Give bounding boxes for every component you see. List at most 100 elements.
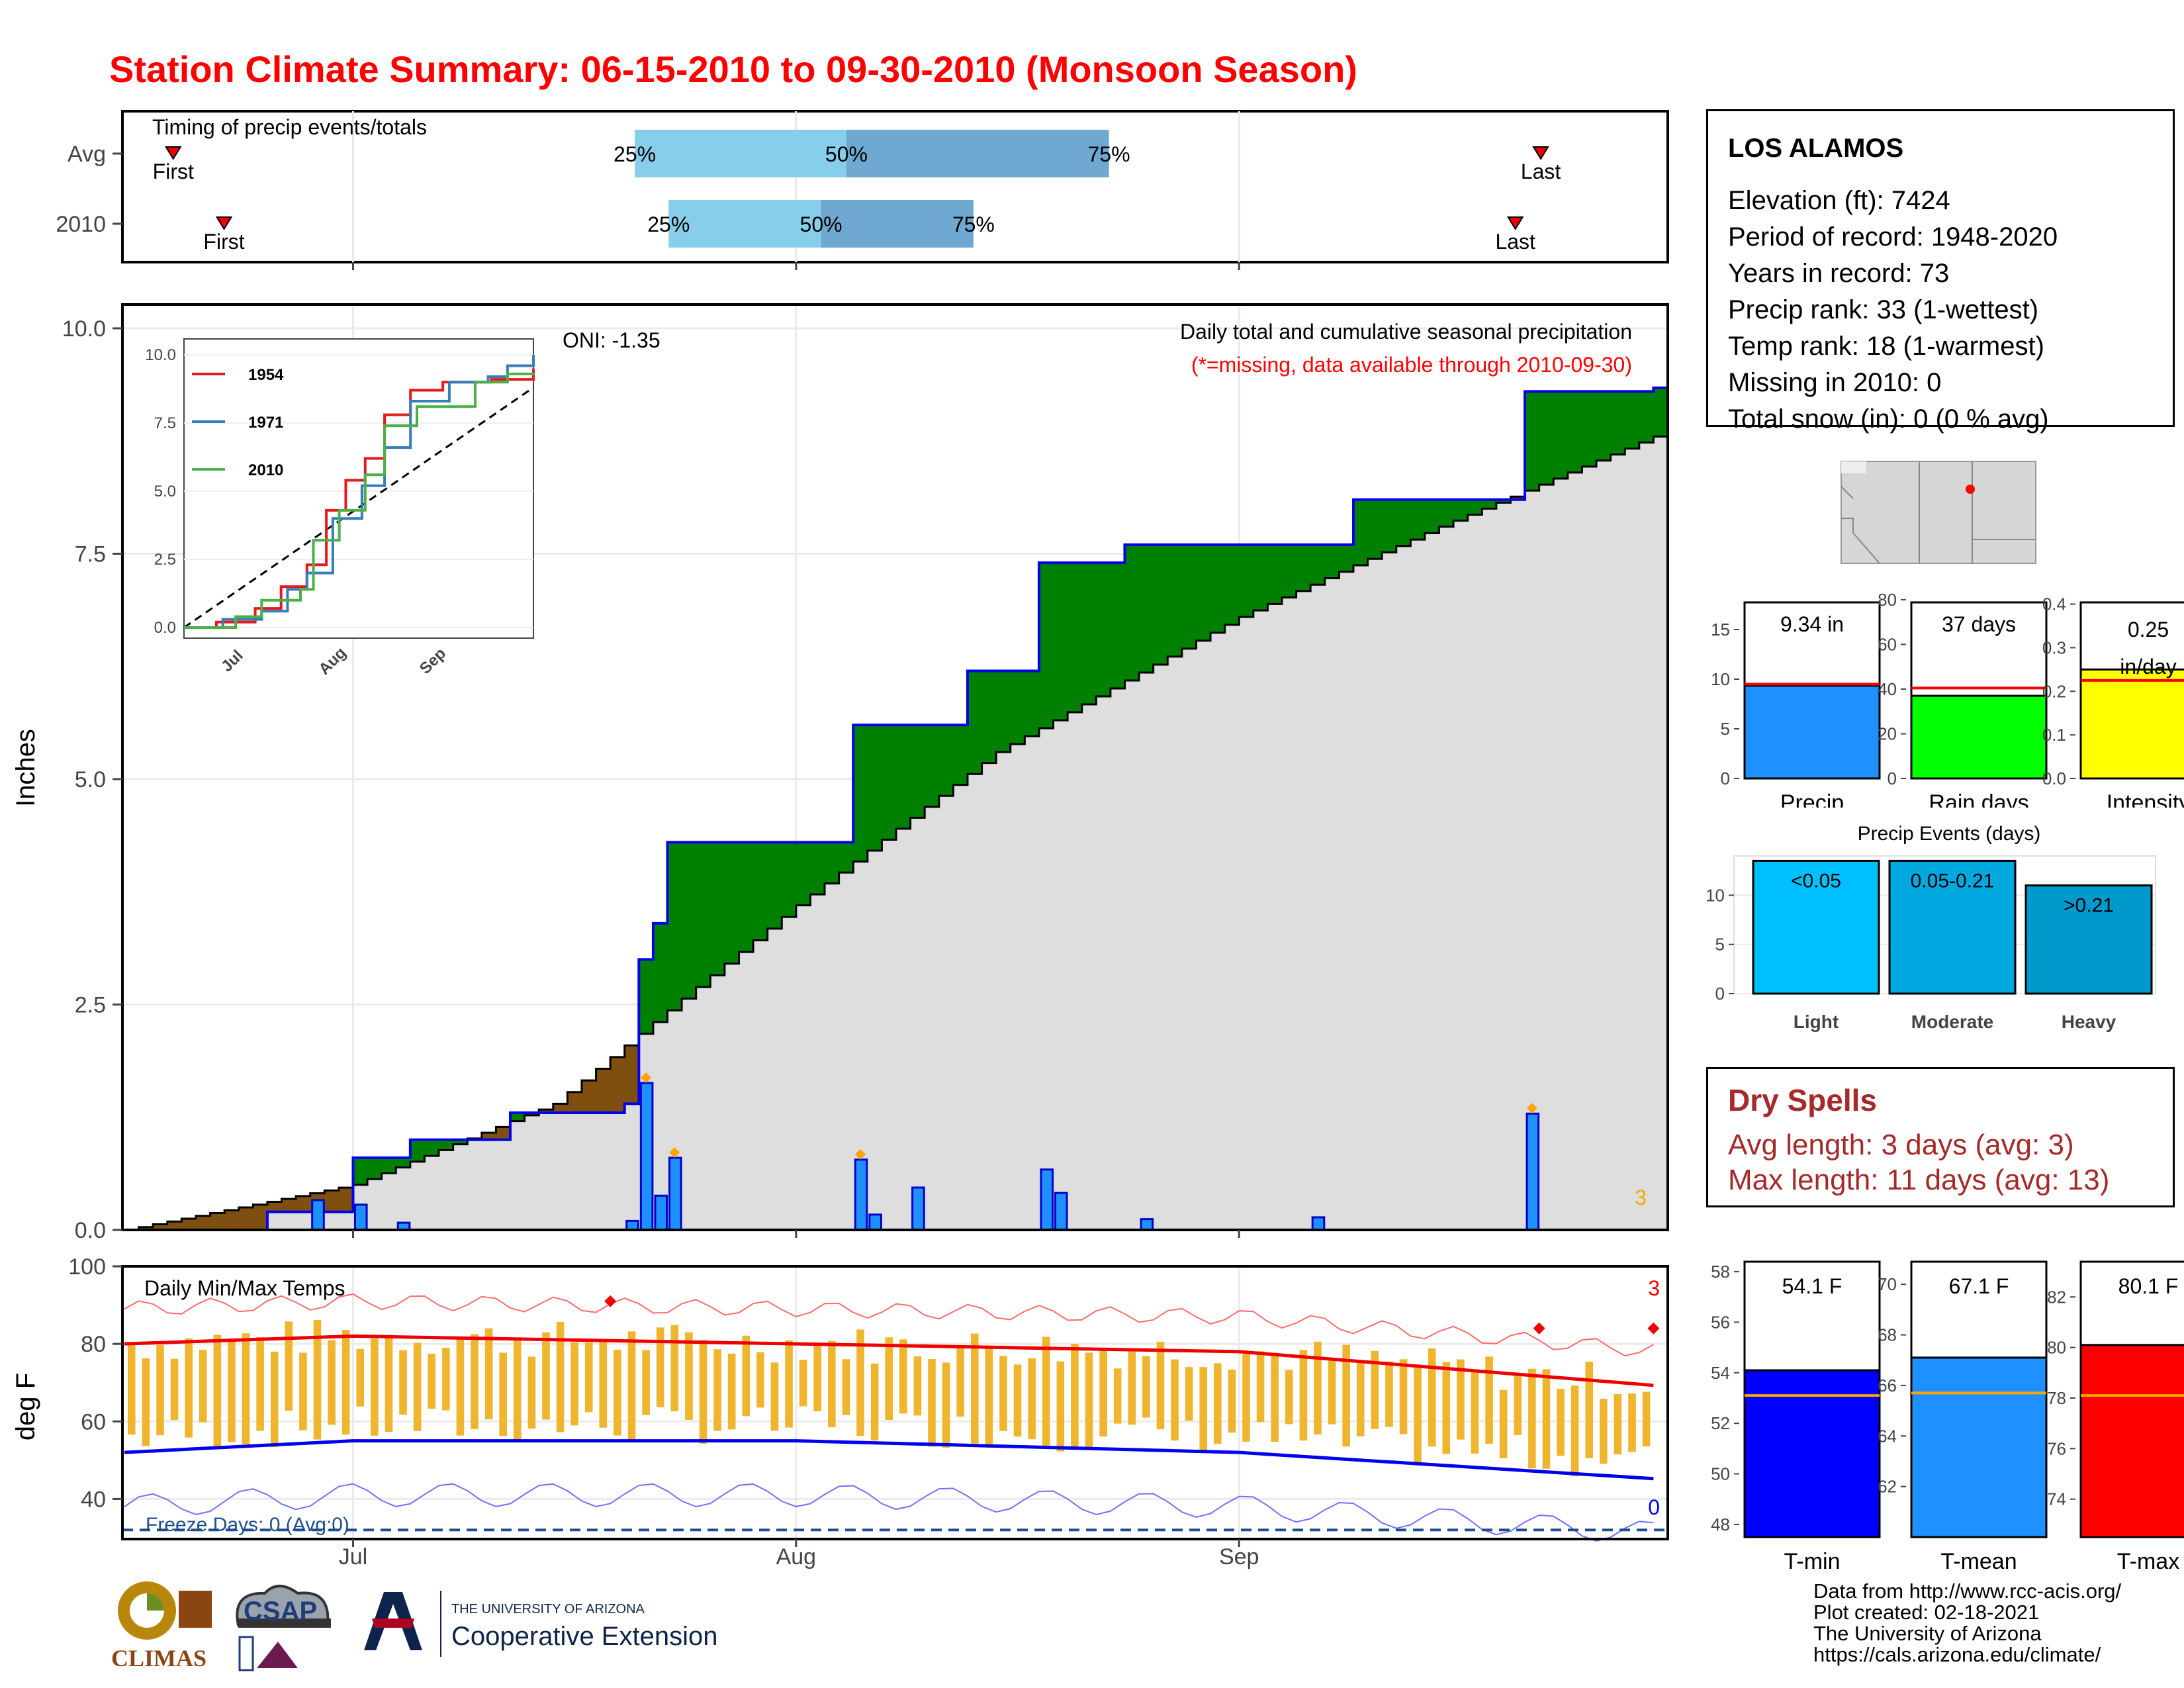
temp-summary-bars: 48 50 52 54 56 58 T-min 54.1 F 62 64 66 68 70 T-mean 6…: [1711, 1259, 2184, 1574]
map-region: [1841, 461, 1866, 473]
daily-temp-bar: [913, 1356, 922, 1416]
surplus-fill: [367, 1158, 383, 1180]
daily-temp-bar: [1128, 1351, 1136, 1425]
timing-last-marker: [1532, 146, 1549, 160]
summary_bars-y-tick-label: 5: [1721, 719, 1730, 739]
events-bar: [2025, 884, 2153, 995]
station-period: Period of record: 1948-2020: [1728, 222, 2058, 252]
daily-temp-bar: [428, 1353, 436, 1409]
temp_bars-y-tick-label: 54: [1711, 1363, 1730, 1383]
dry-spells-max: Max length: 11 days (avg: 13): [1728, 1164, 2110, 1196]
timing-row-label: Avg: [68, 142, 106, 167]
climas-emblem-leaf: [147, 1593, 164, 1611]
deficit-fill: [596, 1068, 611, 1113]
summary_bars-y-tick-label: 0: [1888, 769, 1897, 788]
station-location-marker: [1966, 485, 1975, 494]
daily-temp-bar: [456, 1338, 465, 1436]
temp-summary-value-label: 54.1 F: [1782, 1274, 1843, 1298]
x-tick-label: Sep: [1219, 1544, 1259, 1570]
surplus-fill: [767, 842, 782, 929]
oni-label: ONI: -1.35: [563, 328, 660, 352]
surplus-fill: [410, 1139, 426, 1162]
temp-chart: 40 60 80 100 Jul Aug Sep deg F Daily Min/Max Tem…: [11, 1254, 1669, 1570]
surplus-fill: [1068, 563, 1083, 713]
csap-rain: [238, 1636, 254, 1671]
daily-temp-bar: [356, 1348, 365, 1407]
surplus-fill: [1525, 391, 1540, 491]
record-high-marker: [1533, 1322, 1545, 1335]
timing-chart: Timing of precip events/totals Avg 25% 50% 7…: [56, 110, 1669, 270]
temp-caption: Daily Min/Max Temps: [144, 1276, 345, 1300]
surplus-fill: [1053, 563, 1068, 721]
temp-plot-bg: [122, 1266, 1668, 1539]
surplus-fill: [381, 1158, 396, 1174]
temp_bars-bar: [1910, 1356, 2048, 1538]
surplus-fill: [1181, 544, 1197, 649]
events-bar-label: <0.05: [1791, 870, 1841, 892]
surplus-fill: [1153, 544, 1168, 665]
surplus-fill: [510, 1112, 525, 1121]
page-title: Station Climate Summary: 06-15-2010 to 0…: [109, 48, 1357, 90]
precip-y-tick-label: 7.5: [75, 542, 106, 567]
summary_bars-y-tick-label: 10: [1711, 669, 1730, 689]
station-temp-rank: Temp rank: 18 (1-warmest): [1728, 332, 2044, 361]
daily-temp-bar: [1299, 1350, 1308, 1441]
deficit-fill: [238, 1207, 253, 1230]
timing-q50-label: 50%: [800, 212, 842, 236]
surplus-fill: [1582, 391, 1597, 467]
events-category-label: Light: [1794, 1011, 1839, 1032]
daily-temp-bar: [627, 1331, 636, 1440]
events-y-tick-label: 5: [1715, 935, 1725, 955]
freeze-days-label: Freeze Days: 0 (Avg:0): [146, 1514, 349, 1536]
temp_bars-y-tick-label: 76: [2047, 1438, 2066, 1458]
surplus-fill: [1124, 544, 1140, 680]
surplus-fill: [1424, 499, 1440, 534]
daily-temp-bar: [842, 1359, 850, 1415]
timing-first-marker: [164, 146, 182, 160]
map-background: [1841, 461, 2036, 564]
surplus-fill: [739, 842, 754, 953]
summary_bars-bar: [1910, 694, 2048, 780]
record-max-line: [124, 1293, 1654, 1357]
deficit-fill: [267, 1201, 283, 1212]
surplus-fill: [953, 725, 968, 785]
surplus-fill: [810, 842, 825, 895]
temp-summary-value-label: 67.1 F: [1949, 1274, 2009, 1298]
daily-temp-bar: [1271, 1352, 1279, 1442]
footer-line-created: Plot created: 02-18-2021: [1813, 1601, 2040, 1624]
dry-spells-avg: Avg length: 3 days (avg: 3): [1728, 1129, 2074, 1161]
inset-series-line: [184, 372, 535, 629]
surplus-fill: [396, 1158, 411, 1168]
daily-temp-bar: [756, 1352, 764, 1408]
record-high-marker: [1647, 1322, 1660, 1335]
ua-logo: THE UNIVERSITY OF ARIZONA Cooperative Ex…: [364, 1591, 717, 1657]
daily-temp-bar: [142, 1358, 150, 1446]
inset-average-line: [183, 387, 534, 629]
surplus-fill: [796, 842, 811, 906]
timing-last-marker: [1506, 216, 1524, 230]
logos: CLIMAS CSAP THE UNIVERSITY OF ARIZONA Co…: [111, 1581, 717, 1671]
daily-precip-bar: [911, 1186, 925, 1231]
deficit-fill: [195, 1215, 211, 1230]
temp_bars-y-tick-label: 64: [1878, 1426, 1897, 1446]
daily-temp-bar: [1499, 1389, 1508, 1458]
observed-cumulative-line: [124, 386, 1668, 1231]
average-min-line: [124, 1439, 1654, 1481]
surplus-fill: [1539, 391, 1554, 485]
surplus-fill: [1324, 544, 1340, 579]
precip-y-tick-label: 5.0: [75, 767, 106, 792]
daily-temp-bar: [514, 1340, 522, 1442]
surplus-fill: [1653, 387, 1668, 437]
daily-temp-bar: [1056, 1361, 1065, 1452]
temp_bars-name: T-min: [1784, 1549, 1841, 1574]
precip-count-marker: 3: [1635, 1186, 1647, 1209]
events-category-label: Moderate: [1911, 1011, 1993, 1032]
station-elevation: Elevation (ft): 7424: [1728, 186, 1950, 215]
temp_bars-y-tick-label: 56: [1711, 1312, 1730, 1332]
temp_bars-y-tick-label: 58: [1711, 1262, 1730, 1282]
timing-bar-q50-q75: [846, 130, 1109, 177]
surplus-fill: [1210, 544, 1226, 633]
daily-temp-bar: [556, 1322, 565, 1432]
inset-y-tick-label: 2.5: [154, 551, 176, 569]
